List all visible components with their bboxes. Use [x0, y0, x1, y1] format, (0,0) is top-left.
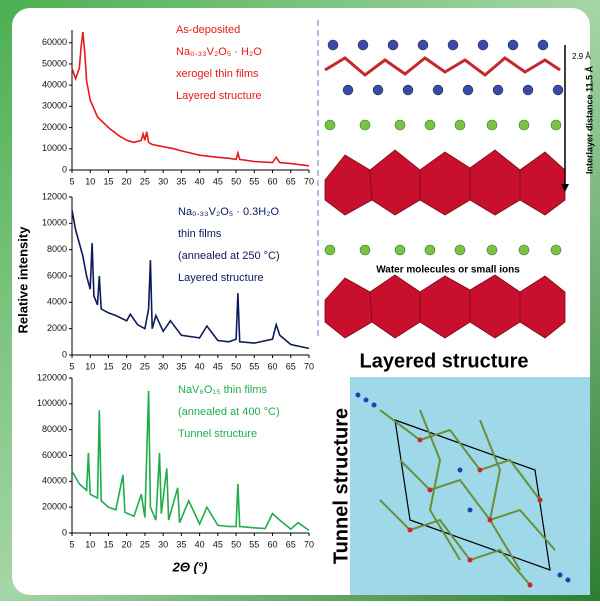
x-tick-label: 20: [122, 361, 132, 371]
tunnel-illustration: [350, 377, 590, 595]
y-axis-label: Relative intensity: [15, 226, 30, 334]
x-tick-label: 25: [140, 361, 150, 371]
annotation: Layered structure: [176, 90, 262, 102]
annotation: (annealed at 400 °C): [178, 406, 280, 418]
x-tick-label: 30: [158, 361, 168, 371]
x-tick-label: 50: [231, 361, 241, 371]
x-tick-label: 65: [286, 176, 296, 186]
x-tick-label: 30: [158, 176, 168, 186]
annotation: NaV₆O₁₅ thin films: [178, 384, 267, 396]
x-tick-label: 5: [69, 176, 74, 186]
tunnel-label: Tunnel structure: [330, 408, 352, 564]
x-tick-label: 65: [286, 361, 296, 371]
annotation: Na₀.₃₃V₂O₅ · 0.3H₂O: [178, 206, 280, 218]
y-tick-label: 50000: [42, 58, 67, 68]
y-tick-label: 12000: [42, 191, 67, 201]
y-tick-label: 8000: [47, 244, 67, 254]
x-tick-label: 70: [304, 361, 314, 371]
y-tick-label: 2000: [47, 323, 67, 333]
x-tick-label: 45: [213, 176, 223, 186]
y-tick-label: 10000: [42, 218, 67, 228]
x-tick-label: 45: [213, 539, 223, 549]
x-tick-label: 35: [176, 176, 186, 186]
x-tick-label: 10: [85, 539, 95, 549]
x-tick-label: 60: [268, 176, 278, 186]
y-tick-label: 0: [62, 349, 67, 359]
spacing-label: 2.9 Å: [572, 52, 591, 61]
y-tick-label: 6000: [47, 270, 67, 280]
x-tick-label: 20: [122, 539, 132, 549]
x-tick-label: 55: [249, 361, 259, 371]
x-tick-label: 10: [85, 176, 95, 186]
interlayer-label: Interlayer distance 11.5 Å: [584, 65, 594, 174]
annotation: (annealed at 250 °C): [178, 250, 280, 262]
y-tick-label: 100000: [37, 398, 67, 408]
y-tick-label: 10000: [42, 143, 67, 153]
annotation: xerogel thin films: [176, 68, 259, 80]
y-tick-label: 40000: [42, 80, 67, 90]
x-tick-label: 15: [103, 539, 113, 549]
annotation: Na₀.₃₃V₂O₅ · H₂O: [176, 46, 262, 58]
x-tick-label: 65: [286, 539, 296, 549]
x-tick-label: 35: [176, 539, 186, 549]
x-tick-label: 15: [103, 361, 113, 371]
y-tick-label: 80000: [42, 424, 67, 434]
y-tick-label: 60000: [42, 450, 67, 460]
figure: 2.9 Å Interlayer distance 11.5 Å Water m…: [0, 0, 600, 601]
y-tick-label: 20000: [42, 122, 67, 132]
annotation: Layered structure: [178, 272, 264, 284]
x-tick-label: 55: [249, 176, 259, 186]
x-tick-label: 70: [304, 539, 314, 549]
x-axis-label: 2Θ (°): [172, 559, 208, 574]
x-tick-label: 30: [158, 539, 168, 549]
x-tick-label: 60: [268, 361, 278, 371]
x-tick-label: 70: [304, 176, 314, 186]
x-tick-label: 35: [176, 361, 186, 371]
ions-label: Water molecules or small ions: [376, 265, 520, 276]
layered-label: Layered structure: [360, 350, 529, 372]
annotation: thin films: [178, 228, 222, 240]
y-tick-label: 30000: [42, 101, 67, 111]
x-tick-label: 50: [231, 176, 241, 186]
x-tick-label: 20: [122, 176, 132, 186]
x-tick-label: 5: [69, 539, 74, 549]
x-tick-label: 55: [249, 539, 259, 549]
x-tick-label: 40: [195, 361, 205, 371]
y-tick-label: 4000: [47, 297, 67, 307]
x-tick-label: 25: [140, 176, 150, 186]
y-tick-label: 60000: [42, 37, 67, 47]
x-tick-label: 45: [213, 361, 223, 371]
x-tick-label: 10: [85, 361, 95, 371]
annotation: As-deposited: [176, 24, 240, 36]
y-tick-label: 20000: [42, 502, 67, 512]
x-tick-label: 5: [69, 361, 74, 371]
x-tick-label: 50: [231, 539, 241, 549]
y-tick-label: 40000: [42, 476, 67, 486]
y-tick-label: 120000: [37, 372, 67, 382]
y-tick-label: 0: [62, 164, 67, 174]
y-tick-label: 0: [62, 527, 67, 537]
x-tick-label: 60: [268, 539, 278, 549]
x-tick-label: 40: [195, 539, 205, 549]
x-tick-label: 40: [195, 176, 205, 186]
x-tick-label: 25: [140, 539, 150, 549]
annotation: Tunnel structure: [178, 428, 257, 440]
x-tick-label: 15: [103, 176, 113, 186]
